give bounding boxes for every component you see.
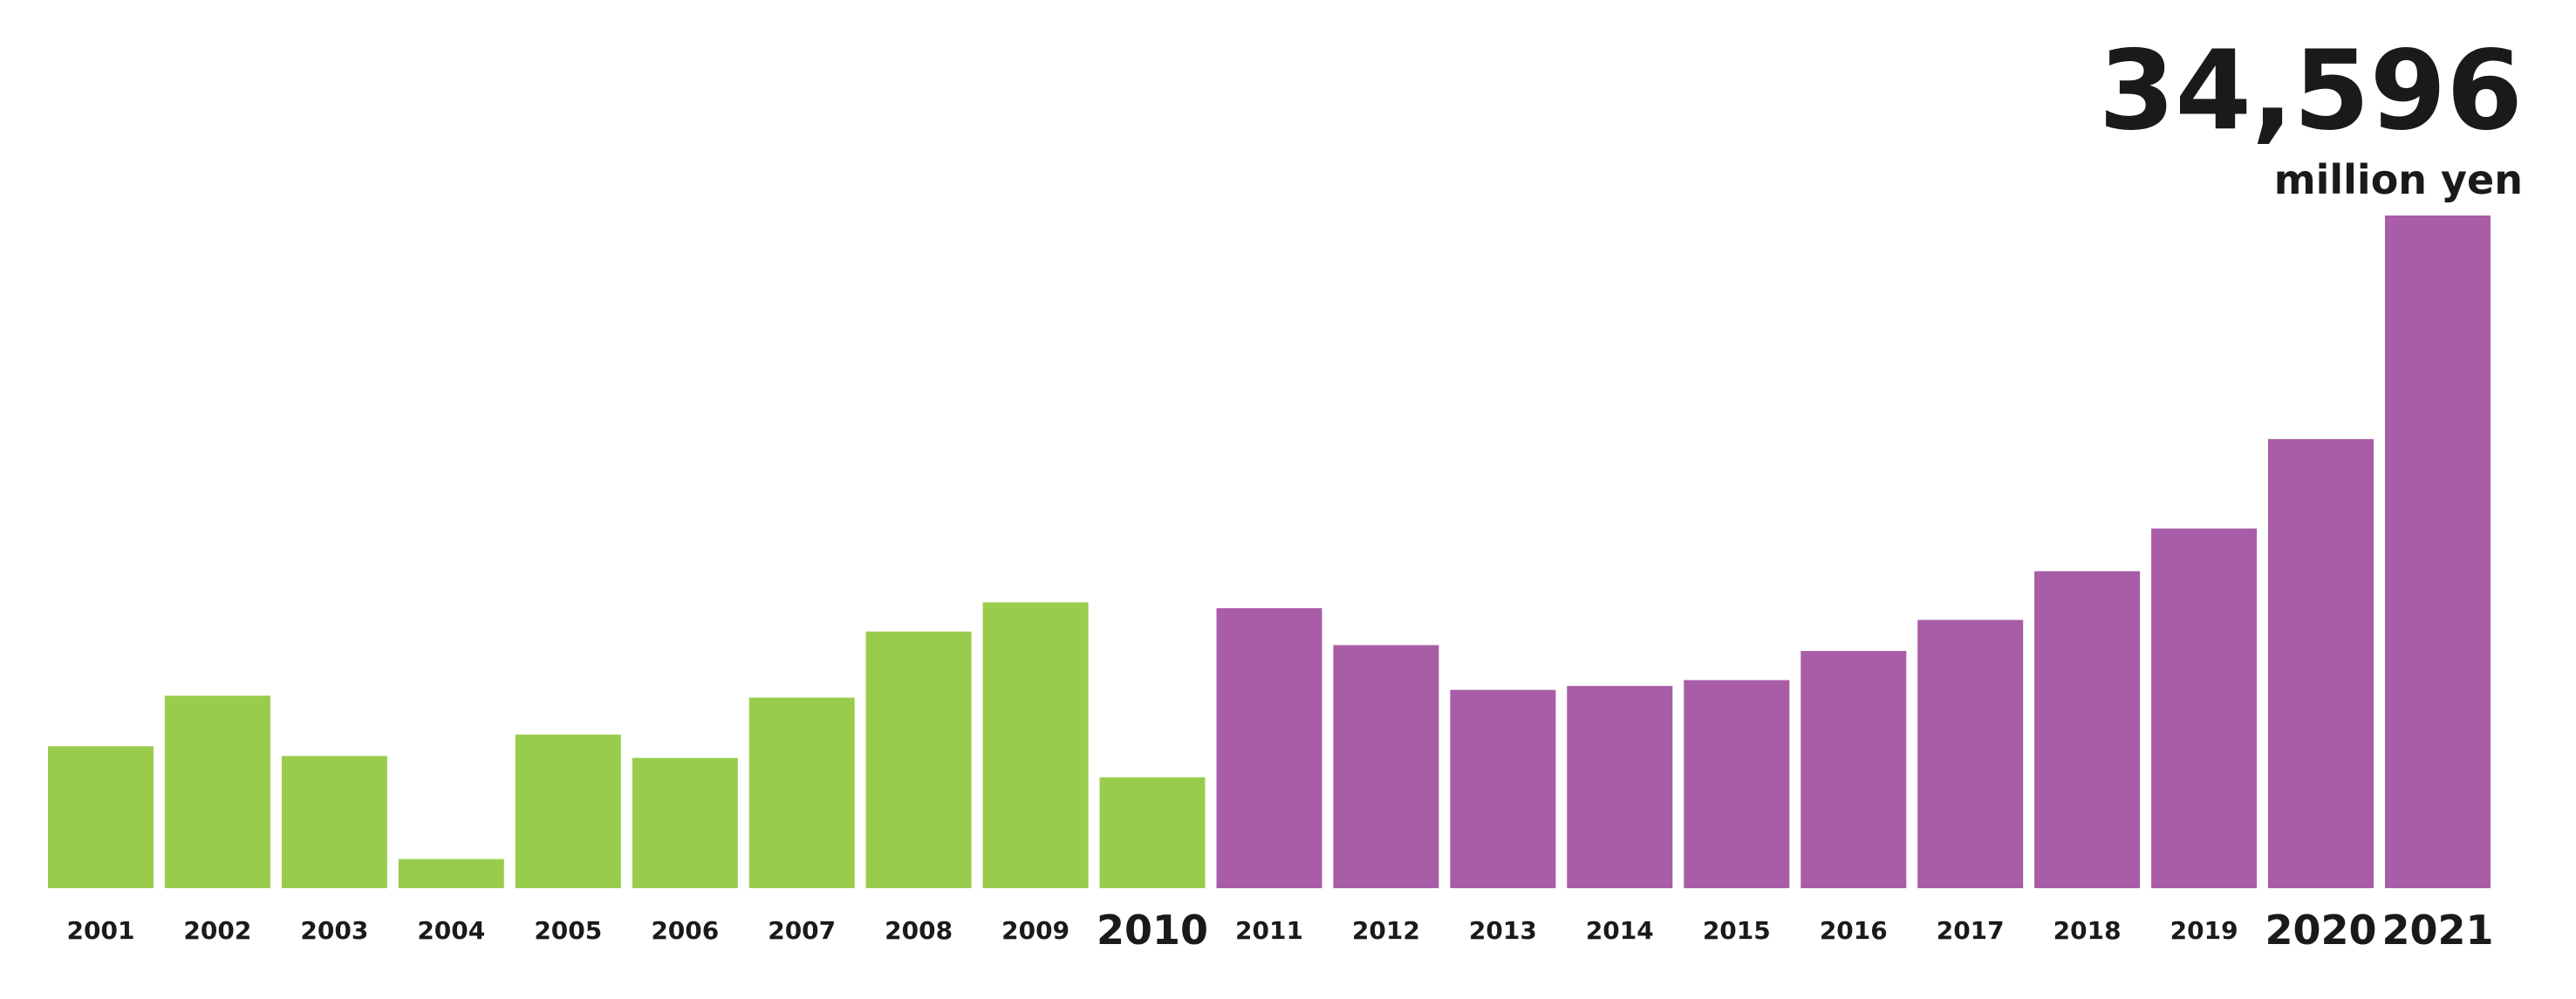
year-label-2002: 2002 — [183, 916, 251, 945]
year-label-2010: 2010 — [1097, 907, 1208, 954]
bar-2004 — [398, 859, 504, 888]
year-label-2019: 2019 — [2170, 916, 2238, 945]
bar-2021 — [2385, 216, 2491, 888]
bar-2005 — [515, 734, 621, 888]
year-label-2014: 2014 — [1586, 916, 1654, 945]
year-label-2012: 2012 — [1352, 916, 1420, 945]
year-label-2021: 2021 — [2381, 907, 2493, 954]
bar-2020 — [2268, 439, 2374, 888]
year-label-2018: 2018 — [2053, 916, 2122, 945]
year-label-2005: 2005 — [534, 916, 602, 945]
year-label-2003: 2003 — [300, 916, 368, 945]
bar-2014 — [1567, 686, 1673, 888]
bar-2010 — [1099, 777, 1206, 888]
year-label-2004: 2004 — [417, 916, 485, 945]
year-label-2009: 2009 — [1001, 916, 1069, 945]
bar-2002 — [164, 695, 270, 888]
highlight-annotation: 34,596 million yen — [2099, 26, 2523, 203]
bar-2008 — [865, 631, 972, 888]
bar-2015 — [1684, 680, 1790, 888]
bar-2016 — [1800, 651, 1907, 888]
year-label-2011: 2011 — [1235, 916, 1303, 945]
year-label-2016: 2016 — [1820, 916, 1888, 945]
year-label-2015: 2015 — [1703, 916, 1771, 945]
bar-2007 — [748, 697, 855, 888]
year-label-2017: 2017 — [1937, 916, 2005, 945]
year-label-2013: 2013 — [1469, 916, 1537, 945]
bar-2011 — [1216, 608, 1322, 888]
bar-2017 — [1917, 619, 2024, 888]
year-label-2006: 2006 — [651, 916, 719, 945]
year-label-2001: 2001 — [67, 916, 135, 945]
bar-2001 — [48, 746, 154, 888]
bars-group — [48, 216, 2491, 888]
bar-2003 — [281, 756, 387, 888]
bar-2013 — [1450, 689, 1556, 888]
year-label-2020: 2020 — [2265, 907, 2376, 954]
bar-2009 — [982, 602, 1089, 888]
bar-2018 — [2034, 571, 2141, 888]
year-labels-group: 2001 2002 2003 2004 2005 2006 2007 2008 2009 2010… — [67, 907, 2494, 954]
bar-2012 — [1333, 645, 1439, 888]
highlight-value-label: 34,596 — [2099, 26, 2523, 154]
bar-2006 — [632, 757, 738, 888]
year-label-2007: 2007 — [768, 916, 836, 945]
bar-2019 — [2151, 528, 2258, 888]
year-label-2008: 2008 — [885, 916, 953, 945]
highlight-unit-label: million yen — [2274, 156, 2523, 203]
